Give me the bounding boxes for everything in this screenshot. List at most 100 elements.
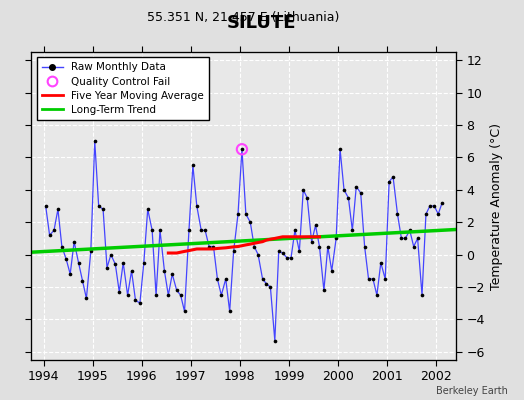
Point (124, 292, 132, 298)
Point (283, 255, 291, 261)
Point (111, 261, 119, 268)
Point (385, 178, 394, 185)
Point (401, 235, 410, 242)
Legend: Raw Monthly Data, Quality Control Fail, Five Year Moving Average, Long-Term Tren: Raw Monthly Data, Quality Control Fail, … (37, 57, 209, 120)
Point (361, 243, 369, 250)
Point (54, 206, 62, 212)
Point (234, 211, 242, 217)
Point (311, 222, 320, 229)
Point (397, 235, 406, 242)
Point (328, 268, 336, 274)
Title: 55.351 N, 21.457 E (Lithuania): 55.351 N, 21.457 E (Lithuania) (147, 12, 340, 24)
Point (213, 276, 222, 282)
Point (139, 260, 148, 266)
Point (394, 211, 402, 217)
Point (422, 211, 430, 217)
Point (352, 183, 361, 190)
Point (413, 235, 422, 242)
Point (189, 162, 197, 169)
Point (201, 227, 209, 234)
Point (119, 260, 127, 266)
Point (320, 287, 328, 294)
Point (156, 227, 164, 234)
Point (287, 255, 295, 261)
Point (409, 243, 418, 250)
Point (193, 203, 201, 209)
Y-axis label: Temperature Anomaly (°C): Temperature Anomaly (°C) (490, 122, 503, 290)
Point (430, 203, 439, 209)
Point (377, 260, 385, 266)
Point (299, 186, 308, 193)
Point (270, 337, 279, 344)
Point (344, 195, 353, 201)
Point (132, 297, 140, 303)
Point (315, 243, 324, 250)
Point (78, 277, 86, 284)
Point (103, 264, 111, 271)
Point (144, 206, 152, 212)
Point (136, 300, 144, 306)
Point (172, 287, 181, 294)
Point (425, 203, 434, 209)
Point (291, 227, 299, 234)
Point (242, 211, 250, 217)
Point (340, 186, 348, 193)
Point (62, 256, 70, 263)
Point (46, 232, 54, 238)
Point (164, 292, 172, 298)
Point (275, 248, 283, 254)
Text: Berkeley Earth: Berkeley Earth (436, 386, 508, 396)
Point (180, 308, 189, 314)
Point (230, 248, 238, 254)
Point (177, 292, 185, 298)
Point (127, 268, 136, 274)
Point (222, 276, 230, 282)
Point (74, 260, 83, 266)
Point (91, 138, 99, 144)
Text: SILUTE: SILUTE (227, 14, 297, 32)
Point (356, 190, 365, 196)
Point (70, 238, 78, 245)
Point (254, 252, 263, 258)
Point (303, 195, 311, 201)
Point (209, 243, 217, 250)
Point (217, 292, 225, 298)
Point (348, 227, 356, 234)
Point (246, 219, 255, 226)
Point (258, 276, 267, 282)
Point (225, 308, 234, 314)
Point (94, 203, 103, 209)
Point (406, 227, 414, 234)
Point (41, 203, 50, 209)
Point (324, 243, 332, 250)
Point (278, 250, 287, 256)
Point (389, 174, 397, 180)
Point (238, 146, 246, 152)
Point (86, 248, 95, 254)
Point (418, 292, 426, 298)
Point (364, 276, 373, 282)
Point (66, 271, 74, 277)
Point (148, 227, 156, 234)
Point (58, 243, 66, 250)
Point (185, 227, 193, 234)
Point (369, 276, 377, 282)
Point (238, 146, 246, 152)
Point (50, 227, 58, 234)
Point (266, 284, 275, 290)
Point (295, 248, 303, 254)
Point (107, 252, 115, 258)
Point (250, 243, 258, 250)
Point (373, 292, 381, 298)
Point (160, 268, 169, 274)
Point (99, 206, 107, 212)
Point (152, 292, 160, 298)
Point (336, 146, 344, 152)
Point (197, 227, 205, 234)
Point (438, 200, 446, 206)
Point (381, 276, 389, 282)
Point (168, 271, 177, 277)
Point (115, 289, 124, 295)
Point (308, 238, 316, 245)
Point (332, 235, 341, 242)
